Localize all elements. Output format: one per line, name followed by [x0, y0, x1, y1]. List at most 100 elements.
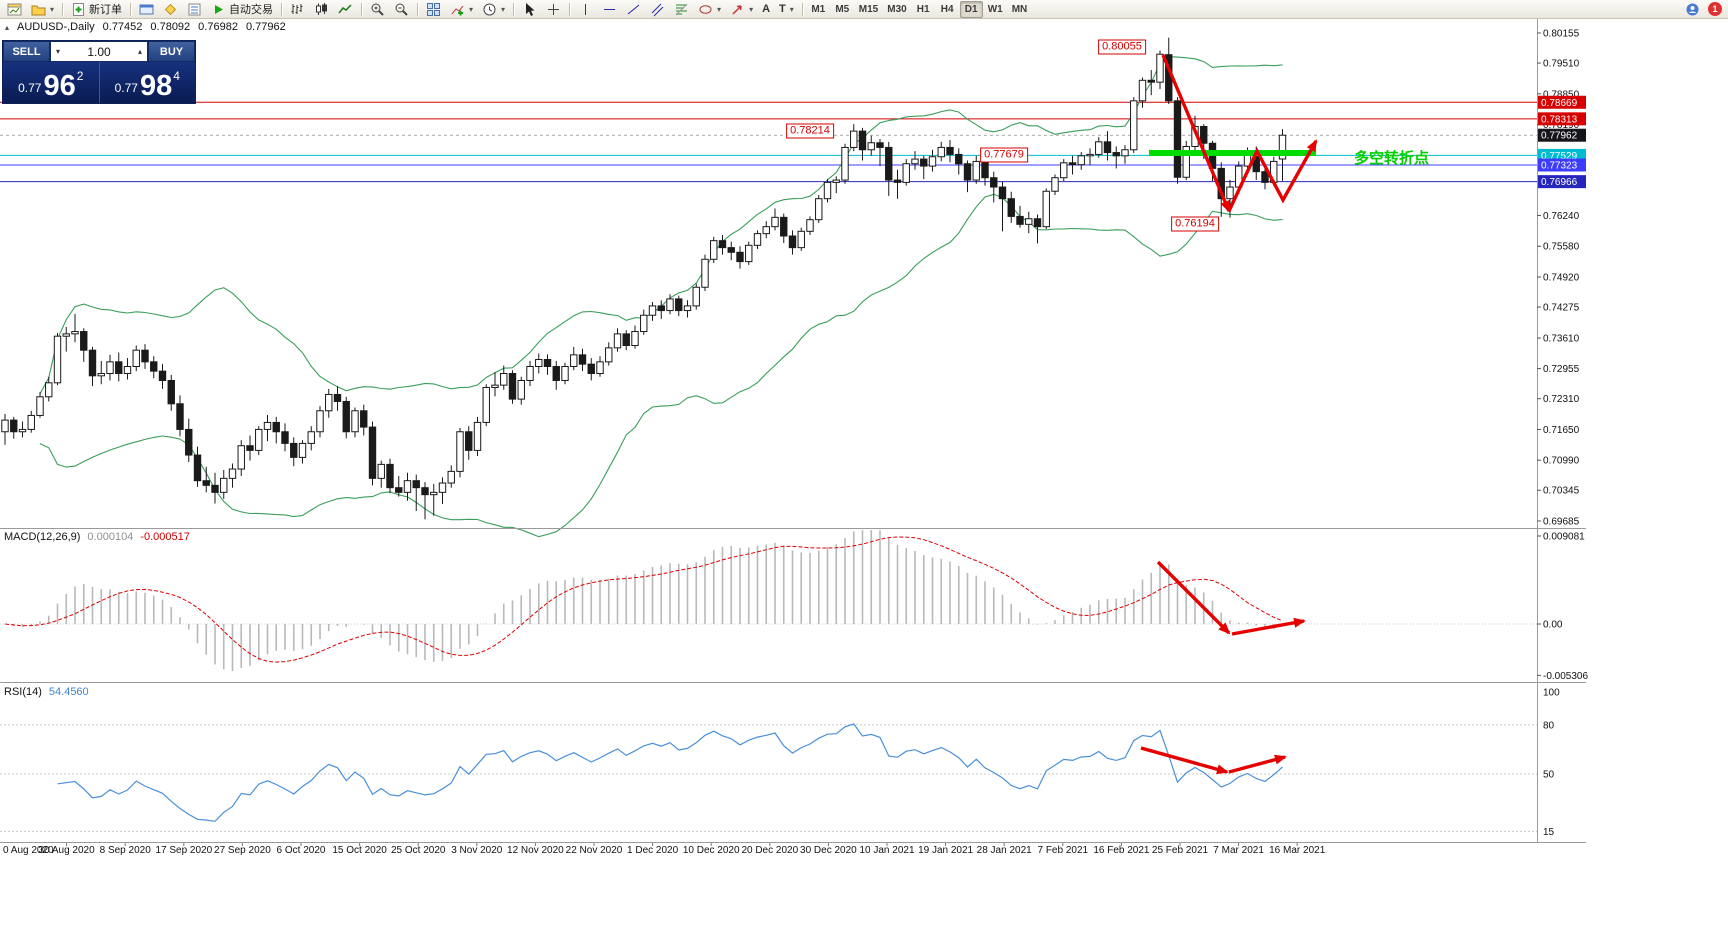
- metaeditor-button[interactable]: [159, 1, 182, 18]
- one-click-trading-panel: SELL ▾ 1.00 ▴ BUY 0.77 96 2 0.77 98 4: [2, 40, 196, 104]
- cursor-button[interactable]: [518, 1, 541, 18]
- indicators-button[interactable]: ▾: [446, 1, 477, 18]
- label-tool-button[interactable]: T ▾: [775, 1, 798, 18]
- svg-text:19 Jan 2021: 19 Jan 2021: [918, 845, 973, 856]
- volume-decrease-icon[interactable]: ▾: [55, 47, 60, 56]
- macd-name: MACD(12,26,9): [4, 531, 81, 543]
- svg-text:0.75580: 0.75580: [1543, 242, 1580, 253]
- market-watch-button[interactable]: [183, 1, 206, 18]
- candles[interactable]: [1, 37, 1287, 520]
- svg-text:1 Dec 2020: 1 Dec 2020: [627, 845, 679, 856]
- buy-price[interactable]: 0.77 98 4: [100, 62, 196, 103]
- timeframe-M1[interactable]: M1: [811, 3, 826, 15]
- price-callout[interactable]: 0.78214: [786, 123, 834, 139]
- timeframe-M30[interactable]: M30: [887, 3, 907, 15]
- candlestick-chart-button[interactable]: [310, 1, 333, 18]
- autotrading-button[interactable]: 自动交易: [207, 1, 277, 18]
- svg-text:3 Nov 2020: 3 Nov 2020: [451, 845, 503, 856]
- svg-text:50: 50: [1543, 770, 1555, 781]
- timeframe-D1[interactable]: D1: [959, 0, 983, 18]
- trendline-icon: [627, 4, 640, 14]
- candlestick-chart-icon: [316, 2, 328, 15]
- price-divider: [98, 62, 100, 103]
- crosshair-button[interactable]: [542, 1, 565, 18]
- chart-marker-icon: ▴: [5, 22, 10, 32]
- annotation-arrow[interactable]: [1231, 617, 1306, 636]
- support-bar[interactable]: [1149, 150, 1316, 156]
- chevron-down-icon: ▾: [469, 4, 474, 14]
- volume-field[interactable]: ▾ 1.00 ▴: [50, 41, 148, 62]
- volume-value[interactable]: 1.00: [87, 44, 111, 59]
- volume-increase-icon[interactable]: ▴: [137, 47, 142, 56]
- sell-price[interactable]: 0.77 96 2: [3, 62, 99, 103]
- line-chart-button[interactable]: [334, 1, 357, 18]
- annotation-arrow[interactable]: [1140, 746, 1229, 775]
- open-value: 0.77452: [102, 21, 143, 33]
- sell-button[interactable]: SELL: [3, 41, 50, 62]
- channel-button[interactable]: [646, 1, 669, 18]
- svg-text:12 Nov 2020: 12 Nov 2020: [507, 845, 564, 856]
- periods-button[interactable]: ▾: [478, 1, 509, 18]
- timeframe-H4[interactable]: H4: [940, 3, 954, 15]
- rsi-panel[interactable]: 100 80 50 15: [57, 688, 1561, 838]
- fibonacci-icon: [675, 3, 688, 15]
- bar-chart-button[interactable]: [286, 1, 309, 18]
- arrows-tool-button[interactable]: ▾: [726, 1, 757, 18]
- notification-badge[interactable]: 1: [1708, 2, 1722, 16]
- price-callout[interactable]: 0.77679: [980, 147, 1028, 163]
- shapes-button[interactable]: ▾: [694, 1, 725, 18]
- svg-text:0.74275: 0.74275: [1543, 303, 1580, 314]
- svg-text:10 Jan 2021: 10 Jan 2021: [859, 845, 914, 856]
- svg-text:0.76966: 0.76966: [1541, 177, 1578, 188]
- horizontal-line-icon: [604, 8, 616, 10]
- svg-text:30 Dec 2020: 30 Dec 2020: [800, 845, 857, 856]
- low-value: 0.76982: [198, 21, 238, 33]
- annotation-arrow[interactable]: [1156, 560, 1231, 635]
- svg-text:17 Sep 2020: 17 Sep 2020: [155, 845, 212, 856]
- new-chart-button[interactable]: [3, 1, 26, 18]
- svg-text:28 Jan 2021: 28 Jan 2021: [977, 845, 1032, 856]
- buy-price-sup: 4: [173, 69, 180, 83]
- vertical-line-button[interactable]: [574, 1, 597, 18]
- zoom-out-button[interactable]: [390, 1, 413, 18]
- macd-panel[interactable]: 0.009081 0.00 -0.005306: [4, 530, 1588, 682]
- price-callout[interactable]: 0.76194: [1171, 216, 1219, 232]
- profiles-button[interactable]: ▾: [27, 1, 58, 18]
- community-button[interactable]: [1681, 1, 1704, 18]
- svg-text:0.72955: 0.72955: [1543, 364, 1580, 375]
- timeframe-M5[interactable]: M5: [835, 3, 850, 15]
- metaeditor-icon: [164, 3, 177, 15]
- svg-text:0.76240: 0.76240: [1543, 211, 1580, 222]
- zoom-in-button[interactable]: [366, 1, 389, 18]
- buy-button[interactable]: BUY: [148, 41, 195, 62]
- svg-text:0.70345: 0.70345: [1543, 486, 1580, 497]
- svg-text:20 Dec 2020: 20 Dec 2020: [741, 845, 798, 856]
- chart-header: ▴ AUDUSD-,Daily 0.77452 0.78092 0.76982 …: [5, 21, 286, 33]
- timeframe-W1[interactable]: W1: [987, 3, 1003, 15]
- turning-point-label[interactable]: 多空转折点: [1354, 150, 1430, 167]
- annotation-arrow[interactable]: [1161, 54, 1231, 213]
- toolbar-separator: [281, 2, 283, 16]
- svg-text:7 Mar 2021: 7 Mar 2021: [1213, 845, 1264, 856]
- horizontal-line-button[interactable]: [598, 1, 621, 18]
- close-value: 0.77962: [245, 21, 286, 33]
- trendline-button[interactable]: [622, 1, 645, 18]
- fibonacci-button[interactable]: [670, 1, 693, 18]
- sell-price-sup: 2: [76, 69, 84, 83]
- new-order-button[interactable]: 新订单: [67, 1, 126, 18]
- text-tool-button[interactable]: A: [758, 1, 774, 18]
- svg-text:0.78850: 0.78850: [1543, 89, 1580, 100]
- tile-windows-icon: [427, 2, 441, 16]
- timeframe-M15[interactable]: M15: [858, 3, 879, 15]
- price-axis[interactable]: 0.80155 0.79510 0.78850 0.78190 0.76240 0.755…: [1537, 29, 1586, 528]
- timeframe-MN[interactable]: MN: [1011, 3, 1028, 15]
- terminal-button[interactable]: [135, 1, 158, 18]
- ellipse-shape-icon: [699, 4, 712, 14]
- price-callout[interactable]: 0.80055: [1098, 39, 1146, 55]
- tile-windows-button[interactable]: [422, 1, 445, 18]
- timeframe-H1[interactable]: H1: [916, 3, 930, 15]
- annotation-arrow[interactable]: [1227, 139, 1318, 212]
- annotation-arrow[interactable]: [1228, 754, 1287, 774]
